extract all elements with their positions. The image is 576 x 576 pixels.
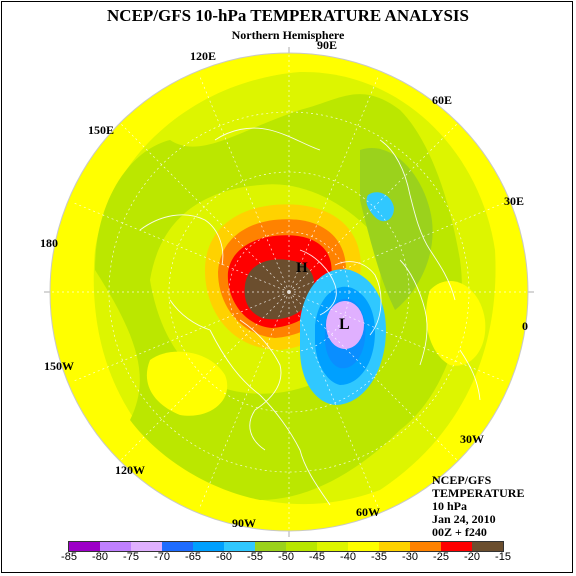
colorbar-tick-label: -25 (433, 551, 449, 563)
lon-label-150e: 150E (88, 123, 114, 138)
lon-label-120e: 120E (190, 49, 216, 64)
lon-label-0: 0 (522, 319, 528, 334)
lon-label-180: 180 (40, 236, 58, 251)
colorbar-swatch (286, 542, 317, 551)
colorbar-tick-label: -30 (402, 551, 418, 563)
colorbar-tick-label: -35 (371, 551, 387, 563)
colorbar-tick-label: -65 (185, 551, 201, 563)
lon-label-60e: 60E (432, 93, 452, 108)
colorbar-swatch (410, 542, 441, 551)
colorbar-swatch (379, 542, 410, 551)
colorbar-swatch (472, 542, 503, 551)
colorbar-tick-label: -15 (495, 551, 511, 563)
colorbar-tick-label: -75 (123, 551, 139, 563)
colorbar-tick-label: -55 (247, 551, 263, 563)
colorbar-swatch (255, 542, 286, 551)
colorbar-tick-label: -80 (92, 551, 108, 563)
colorbar-swatch (193, 542, 224, 551)
colorbar-swatch (162, 542, 193, 551)
lon-label-30w: 30W (460, 432, 484, 447)
colorbar-tick-label: -45 (309, 551, 325, 563)
lon-label-60w: 60W (356, 505, 380, 520)
colorbar-tick-label: -50 (278, 551, 294, 563)
lon-label-90e: 90E (317, 38, 337, 53)
colorbar-tick-label: -85 (61, 551, 77, 563)
lon-label-30e: 30E (504, 194, 524, 209)
colorbar-tick-label: -40 (340, 551, 356, 563)
colorbar-tick-label: -20 (464, 551, 480, 563)
colorbar-swatch (131, 542, 162, 551)
lon-label-120w: 120W (115, 463, 145, 478)
high-center-label: H (296, 260, 308, 277)
colorbar-swatch (224, 542, 255, 551)
colorbar-tick-label: -60 (216, 551, 232, 563)
colorbar-swatch (348, 542, 379, 551)
info-forecast: 00Z + f240 (432, 526, 524, 539)
lon-label-90w: 90W (232, 516, 256, 531)
info-box: NCEP/GFS TEMPERATURE 10 hPa Jan 24, 2010… (432, 474, 524, 539)
colorbar-swatch (69, 542, 100, 551)
colorbar-swatch (441, 542, 472, 551)
lon-label-150w: 150W (44, 359, 74, 374)
colorbar-swatch (100, 542, 131, 551)
colorbar-swatch (317, 542, 348, 551)
low-center-label: L (339, 316, 350, 334)
colorbar-tick-label: -70 (154, 551, 170, 563)
